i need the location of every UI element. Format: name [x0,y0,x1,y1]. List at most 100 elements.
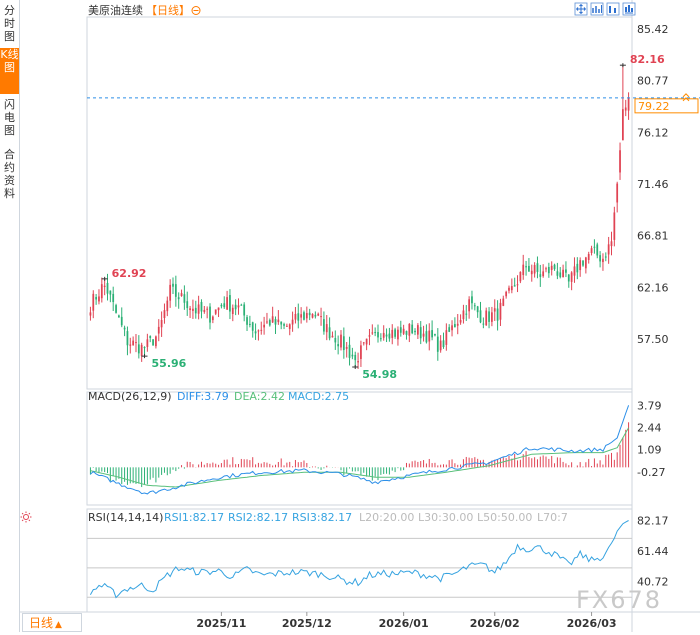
candle [280,321,283,330]
candle [297,303,300,329]
candle [405,330,408,340]
kline-y-tick-label-6: 57.50 [637,333,669,346]
candle [192,299,194,319]
candle [416,323,419,339]
macd-histogram [89,422,630,488]
candle [508,285,510,294]
candle [248,315,251,328]
candle [619,142,621,180]
circle-minus-icon[interactable] [191,6,201,15]
candle [559,267,562,279]
candle [169,279,172,308]
candle [300,307,303,324]
candle [454,317,456,328]
tab-flash-chart[interactable]: 闪电图 [4,98,15,137]
candle [240,303,243,306]
candle [371,324,374,335]
candle [288,323,291,336]
instrument-title: 美原油连续 [88,3,143,17]
move-icon[interactable] [574,2,588,16]
candle [579,257,582,277]
candle [103,278,106,296]
annotation-label-1: 55.96 [152,357,187,370]
rsi-y-tick-label-0: 82.17 [637,515,669,528]
candle [345,341,348,358]
candle [331,331,334,338]
kline-y-tick-label-2: 76.12 [637,126,669,139]
l20-label: L20:20.00 [359,511,414,524]
restore-icon[interactable] [622,2,636,16]
candle [211,315,214,324]
candle [323,311,325,335]
candle [368,328,371,346]
candle [408,323,411,343]
candle [98,289,100,305]
candle [596,242,599,259]
rsi-y-tick-label-2: 40.72 [637,576,669,589]
candle [194,300,197,319]
candle [599,251,601,268]
candle [493,299,496,321]
l30-label: L30:30.00 [418,511,473,524]
candle [451,320,453,337]
zoom-out-icon[interactable] [606,2,620,16]
candle [209,303,211,330]
rsi-line [89,520,629,599]
candle [473,302,476,311]
candle [556,262,559,280]
candle [593,239,596,254]
candle [365,338,368,351]
candle [604,252,607,262]
candle [522,254,525,280]
candle [200,299,203,319]
candle [118,314,120,318]
candle [263,316,265,335]
candle [379,333,382,342]
candle [106,273,109,301]
candle [268,318,271,327]
last-price-tag-label: 79.22 [638,100,670,113]
rsi-legend: RSI(14,14,14) RSI1:82.17 RSI2:82.17 RSI3… [88,511,568,524]
caret-up-icon: ▲ [55,620,62,630]
period-selector[interactable]: 日线 ▲ [22,613,82,632]
candle [251,321,254,338]
candle [305,306,308,323]
candle [334,330,337,350]
candle [519,271,522,284]
candle [399,320,402,337]
candle [157,319,160,342]
candle [354,351,357,368]
tab-kline-chart[interactable]: K线图 [0,48,19,94]
tab-contract-info[interactable]: 合约资料 [4,148,15,200]
candle [431,320,433,341]
candle [459,314,462,325]
candle [391,324,394,345]
candle [123,325,126,337]
candle [348,336,351,366]
kline-panel-frame [86,16,633,390]
candle [513,277,516,287]
candle [502,295,505,307]
candle [411,320,414,335]
candle [388,327,391,342]
candle [291,311,294,332]
zoom-in-icon[interactable] [590,2,604,16]
tab-intraday-chart[interactable]: 分时图 [4,4,15,43]
sun-icon[interactable] [20,511,32,523]
candle [448,324,451,333]
candle [422,325,425,342]
candle [465,305,468,321]
annotation-label-0: 62.92 [112,267,147,280]
candle [271,306,274,323]
rsi-panel-frame [86,508,633,613]
candle [351,347,354,360]
candle [582,260,584,267]
macd-panel [89,405,630,495]
collapse-arrow-icon [682,93,690,102]
macd-y-tick-label-1: 2.44 [637,421,662,434]
candle [186,291,189,316]
x-tick-label-4: 2026/03 [567,617,617,630]
candle [325,314,328,341]
candle [516,275,519,293]
rsi2-label: RSI2:82.17 [228,511,288,524]
